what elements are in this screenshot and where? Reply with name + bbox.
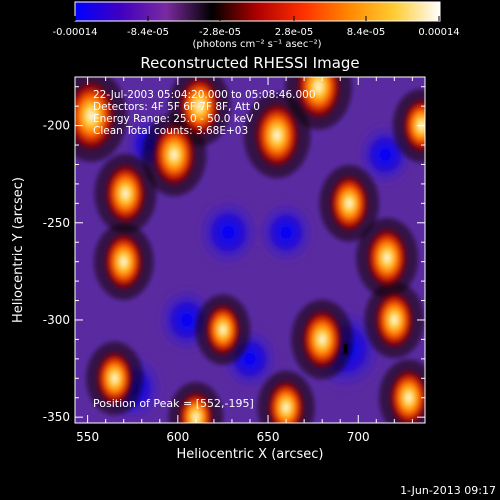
positive-blob (95, 349, 135, 408)
peak-marker (343, 344, 348, 355)
positive-blob (300, 307, 344, 372)
colorbar-tick-label: 0.00014 (418, 27, 459, 38)
colorbar-ticks: -0.00014 -8.4e-05 -2.8e-05 2.8e-05 8.4e-05 0.… (53, 16, 460, 38)
chart-title: Reconstructed RHESSI Image (140, 54, 359, 72)
positive-blob (177, 389, 215, 423)
colorbar-tick-label: -2.8e-05 (199, 27, 241, 38)
x-axis-label: Heliocentric X (arcsec) (177, 447, 324, 462)
negative-blob (195, 196, 262, 269)
positive-blob (266, 378, 306, 423)
colorbar: -0.00014 -8.4e-05 -2.8e-05 2.8e-05 8.4e-05 0.… (53, 1, 460, 50)
colorbar-tick-label: -0.00014 (53, 27, 98, 38)
annotation-line: Clean Total counts: 3.68E+03 (93, 125, 248, 137)
colorbar-gradient (74, 1, 441, 22)
positive-blob (75, 78, 117, 154)
y-axis: -200 -250 -300 -350 (43, 86, 425, 424)
timestamp: 1-Jun-2013 09:17 (400, 484, 496, 497)
colorbar-tick-label: -8.4e-05 (127, 27, 169, 38)
colorbar-unit-label: (photons cm⁻² s⁻¹ asec⁻²) (192, 39, 321, 50)
colorbar-tick-label: 8.4e-05 (347, 27, 385, 38)
y-tick-label: -200 (43, 119, 70, 133)
annotation-line: 22-Jul-2003 05:04:20.000 to 05:08:46.000 (93, 89, 316, 101)
annotation-line: Detectors: 4F 5F 6F 7F 8F, Att 0 (93, 101, 260, 113)
positive-blob (204, 302, 242, 358)
colorbar-tick-label: 2.8e-05 (275, 27, 313, 38)
y-tick-label: -300 (43, 313, 70, 327)
x-tick-label: 550 (76, 430, 99, 444)
positive-blob (401, 96, 425, 155)
x-tick-label: 650 (257, 430, 280, 444)
positive-blob (177, 77, 222, 138)
peak-position-label: Position of Peak = [552,-195] (93, 397, 254, 410)
y-tick-label: -250 (43, 216, 70, 230)
x-axis: 550 600 650 700 (76, 77, 413, 444)
x-tick-label: 700 (347, 430, 370, 444)
positive-blob (373, 289, 415, 351)
annotation-block: 22-Jul-2003 05:04:20.000 to 05:08:46.000… (93, 89, 316, 137)
positive-blob (151, 121, 197, 188)
positive-blob (103, 161, 148, 226)
negative-blob (256, 199, 317, 266)
y-tick-label: -350 (43, 410, 70, 424)
x-tick-label: 600 (166, 430, 189, 444)
positive-blob (328, 172, 370, 234)
positive-blob (103, 231, 145, 293)
positive-blob (295, 77, 343, 122)
positive-blob (388, 367, 425, 423)
positive-blob (253, 100, 301, 170)
positive-blob (365, 225, 409, 290)
annotation-line: Energy Range: 25.0 - 50.0 keV (93, 113, 254, 125)
y-axis-label: Heliocentric Y (arcsec) (11, 177, 26, 323)
